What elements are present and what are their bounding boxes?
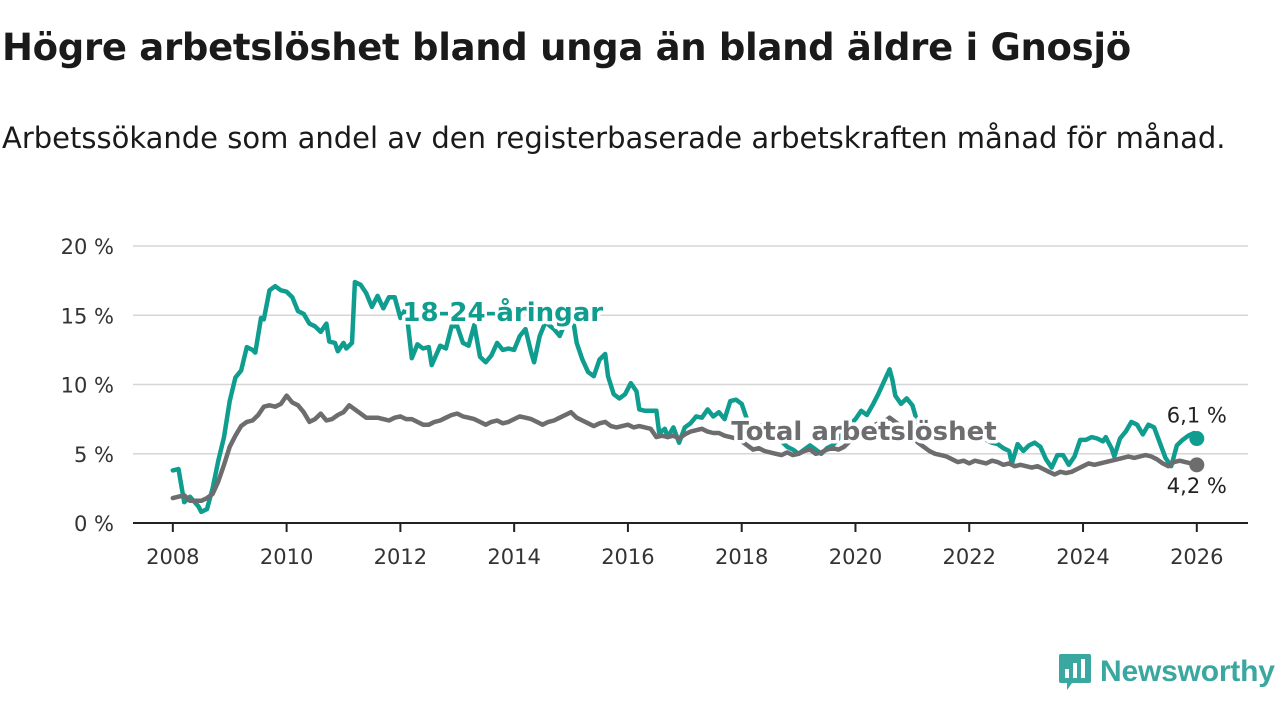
end-value-label-total: 4,2 % xyxy=(1167,474,1227,498)
newsworthy-brand: Newsworthy xyxy=(1058,652,1275,692)
series-line-youth xyxy=(170,279,1200,515)
series-labels: 18-24-åringar Total arbetslöshet 6,1 % 4,2 … xyxy=(399,292,1227,498)
x-tick-label: 2020 xyxy=(829,545,882,569)
y-tick-label: 15 % xyxy=(61,304,114,328)
series-endpoint-youth xyxy=(1189,431,1205,447)
x-tick-label: 2026 xyxy=(1170,545,1223,569)
page-subtitle: Arbetssökande som andel av den registerb… xyxy=(2,121,1226,155)
x-tick-label: 2016 xyxy=(601,545,654,569)
y-tick-label: 20 % xyxy=(61,235,114,259)
series-label-total: Total arbetslöshet xyxy=(731,417,996,447)
x-tick-label: 2014 xyxy=(487,545,540,569)
series-line-total xyxy=(170,393,1200,504)
newsworthy-logo-icon xyxy=(1059,654,1091,690)
y-tick-label: 10 % xyxy=(61,374,114,398)
x-axis: 2008 2010 2012 2014 2016 2018 2020 2022 2024 2026 xyxy=(133,522,1248,569)
series-label-youth: 18-24-åringar xyxy=(402,296,603,328)
x-tick-label: 2010 xyxy=(260,545,313,569)
x-tick-label: 2022 xyxy=(943,545,996,569)
end-value-label-youth: 6,1 % xyxy=(1167,404,1227,428)
x-tick-label: 2012 xyxy=(374,545,427,569)
y-axis-tick-labels: 0 % 5 % 10 % 15 % 20 % xyxy=(61,235,114,536)
series-lines xyxy=(170,279,1205,515)
page-title: Högre arbetslöshet bland unga än bland ä… xyxy=(2,26,1131,69)
x-tick-label: 2024 xyxy=(1056,545,1109,569)
y-tick-label: 5 % xyxy=(74,443,114,467)
x-tick-label: 2018 xyxy=(715,545,768,569)
y-tick-label: 0 % xyxy=(74,512,114,536)
series-endpoint-total xyxy=(1189,457,1205,473)
x-tick-label: 2008 xyxy=(146,545,199,569)
brand-name: Newsworthy xyxy=(1100,655,1275,688)
